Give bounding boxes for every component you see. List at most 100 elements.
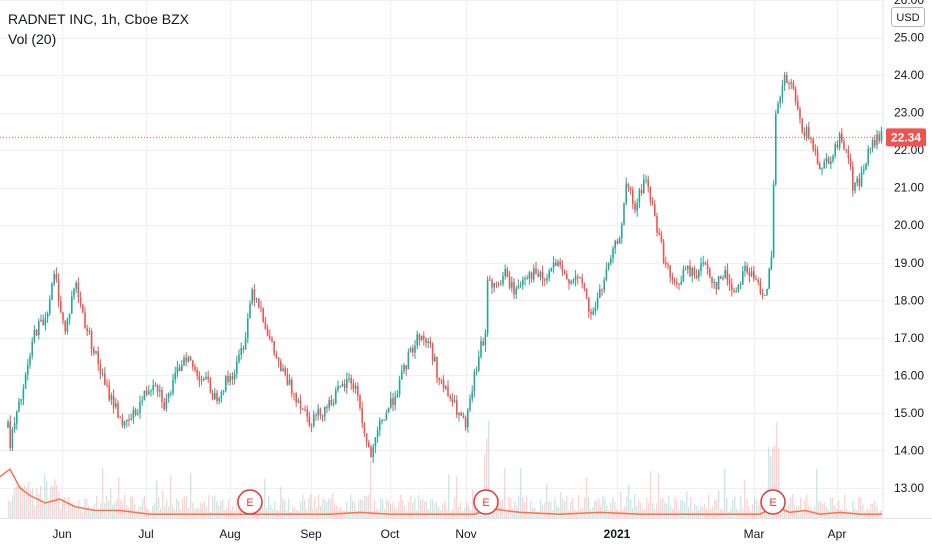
volume-bar — [826, 506, 828, 518]
candle-body — [654, 204, 656, 217]
volume-bar — [8, 500, 10, 518]
candle-body — [856, 178, 858, 183]
candle-body — [473, 371, 476, 392]
candle-body — [440, 380, 443, 382]
candle-body — [326, 407, 328, 408]
volume-bar — [666, 503, 668, 518]
candle-body — [317, 408, 319, 416]
candle-body — [651, 201, 654, 205]
time-tick-label: Aug — [219, 527, 240, 541]
candle-body — [181, 365, 183, 371]
candle-body — [137, 413, 139, 415]
candle-body — [247, 318, 249, 339]
volume-bar — [566, 495, 568, 518]
volume-bar — [228, 498, 230, 518]
volume-bar — [18, 485, 20, 518]
candle-body — [99, 364, 102, 374]
volume-bar — [652, 503, 654, 518]
price-axis[interactable]: 26.00 25.00 24.00 23.00 22.00 21.00 20.00 19.00… — [894, 0, 924, 495]
candle-body — [821, 168, 823, 170]
symbol-title[interactable]: RADNET INC, 1h, Cboe BZX — [8, 11, 190, 27]
volume-bar — [374, 500, 376, 518]
candle-body — [332, 403, 335, 405]
volume-indicator-label[interactable]: Vol (20) — [8, 31, 57, 47]
candle-body — [783, 75, 786, 86]
volume-bar — [202, 503, 204, 518]
volume-bar — [824, 502, 826, 518]
candle-body — [429, 341, 432, 344]
price-tick-label: 15.00 — [894, 406, 924, 420]
volume-bar — [414, 498, 416, 518]
volume-bar — [608, 509, 610, 518]
volume-bar — [818, 501, 820, 518]
volume-bar — [696, 506, 698, 518]
candle-body — [500, 283, 502, 285]
volume-bar — [670, 505, 672, 518]
volume-bar — [62, 500, 64, 518]
candle-body — [451, 398, 454, 402]
candle-body — [132, 409, 135, 419]
candle-body — [27, 365, 29, 375]
candle-body — [645, 179, 647, 181]
candle-body — [801, 118, 803, 132]
volume-bar — [860, 497, 862, 518]
volume-bar — [484, 454, 486, 518]
volume-bar — [58, 491, 60, 518]
candle-body — [618, 238, 621, 244]
volume-bar — [748, 506, 750, 518]
volume-bar — [120, 499, 122, 518]
candle-body — [161, 390, 163, 403]
volume-bar — [658, 473, 660, 518]
volume-bar — [402, 500, 404, 518]
volume-bar — [232, 506, 234, 518]
candle-body — [187, 357, 190, 362]
time-axis[interactable]: Jun Jul Aug Sep Oct Nov 2021 Mar Apr — [52, 527, 846, 541]
volume-bar — [438, 506, 440, 518]
candle-body — [216, 392, 218, 401]
volume-bar — [30, 490, 32, 518]
volume-bar — [314, 497, 316, 518]
volume-bar — [288, 498, 290, 518]
candle-body — [535, 268, 537, 274]
candle-body — [493, 283, 495, 288]
candle-body — [7, 421, 9, 428]
volume-bar — [740, 495, 742, 518]
volume-bar — [360, 499, 362, 518]
candle-body — [753, 271, 755, 279]
candle-body — [458, 412, 460, 415]
volume-bar — [166, 500, 168, 518]
candle-body — [255, 299, 258, 300]
candle-body — [709, 268, 711, 277]
volume-bar — [260, 502, 262, 518]
volume-bar — [348, 510, 350, 518]
time-tick-label: Jul — [138, 527, 153, 541]
volume-bar — [512, 507, 514, 518]
volume-bar — [628, 484, 630, 518]
candle-body — [258, 299, 260, 308]
candle-body — [775, 113, 777, 185]
candle-body — [825, 157, 828, 162]
currency-button[interactable]: USD — [891, 7, 925, 27]
candle-body — [621, 224, 623, 238]
candle-body — [687, 265, 689, 270]
candle-body — [539, 272, 542, 277]
volume-bar — [716, 499, 718, 518]
volume-bar — [340, 507, 342, 518]
candle-body — [40, 319, 42, 322]
candle-body — [755, 278, 757, 280]
volume-bar — [152, 505, 154, 518]
candle-body — [671, 276, 674, 280]
candle-body — [504, 269, 506, 276]
candle-body — [748, 272, 751, 276]
volume-bar — [216, 500, 218, 518]
volume-bar — [132, 497, 134, 518]
candle-body — [434, 356, 436, 361]
volume-bar — [746, 498, 748, 518]
candle-body — [691, 267, 693, 276]
candle-body — [786, 75, 788, 84]
candle-body — [227, 376, 229, 382]
volume-bar — [64, 497, 66, 518]
candle-body — [847, 149, 850, 159]
